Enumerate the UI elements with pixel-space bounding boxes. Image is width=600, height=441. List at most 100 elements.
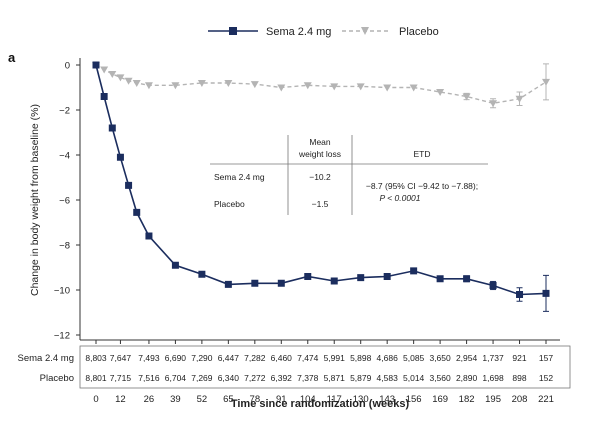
data-point (125, 181, 133, 189)
data-point (436, 275, 444, 283)
at-risk-value: 5,898 (350, 353, 372, 363)
data-point (224, 280, 232, 288)
y-tick-label: −12 (54, 331, 70, 342)
at-risk-value: 5,085 (403, 353, 425, 363)
data-point (171, 82, 180, 90)
at-risk-value: 921 (512, 353, 526, 363)
data-point (250, 81, 259, 89)
inset-row-sema-label: Sema 2.4 mg (214, 172, 265, 182)
data-point (108, 71, 117, 78)
data-point (516, 291, 524, 298)
data-point (330, 277, 338, 285)
legend-sema-marker (229, 27, 237, 35)
y-tick-label: −8 (59, 241, 70, 252)
at-risk-value: 7,282 (244, 353, 266, 363)
at-risk-table-box (79, 345, 571, 389)
data-point (108, 124, 116, 132)
x-tick-label: 104 (300, 394, 316, 405)
data-point (124, 77, 133, 85)
x-tick-label: 221 (538, 394, 554, 405)
data-point (409, 84, 418, 92)
x-tick-label: 26 (144, 394, 155, 405)
y-ticks: 0 −2 −4 −6 −8 −10 −12 (54, 61, 80, 342)
data-point (489, 282, 497, 289)
data-point (357, 274, 365, 282)
y-axis-label: Change in body weight from baseline (%) (29, 104, 41, 296)
inset-etd-line2: P < 0.0001 (379, 193, 420, 203)
at-risk-values: 8,803 7,647 7,493 6,690 7,290 6,447 7,282 6,460… (85, 353, 553, 383)
inset-row-sema-mean: −10.2 (309, 172, 331, 182)
y-tick-label: 0 (65, 61, 70, 72)
x-tick-label: 143 (379, 394, 395, 405)
at-risk-value: 7,474 (297, 353, 319, 363)
legend-placebo-label: Placebo (399, 26, 439, 38)
at-risk-value: 1,737 (482, 353, 504, 363)
data-point (251, 279, 259, 287)
x-tick-label: 156 (406, 394, 422, 405)
series-line (95, 64, 547, 296)
data-point (171, 261, 179, 269)
x-tick-label: 39 (170, 394, 181, 405)
inset-col-etd: ETD (414, 149, 431, 159)
data-point (277, 84, 286, 92)
data-point (542, 289, 550, 297)
inset-table: Mean weight loss ETD Sema 2.4 mg −10.2 P… (210, 135, 488, 215)
x-tick-label: 117 (327, 394, 342, 405)
data-point (356, 83, 365, 91)
at-risk-value: 7,715 (110, 373, 132, 383)
at-risk-value: 3,650 (429, 353, 451, 363)
at-risk-value: 5,871 (324, 373, 346, 383)
y-tick-label: −6 (59, 196, 70, 207)
data-point (116, 153, 124, 161)
data-point (489, 100, 498, 108)
data-point (463, 275, 471, 283)
data-point (145, 232, 153, 240)
at-risk-value: 6,460 (271, 353, 293, 363)
placebo-series (92, 62, 550, 109)
inset-row-placebo-mean: −1.5 (312, 199, 329, 209)
at-risk-value: 6,704 (165, 373, 187, 383)
data-point (198, 270, 206, 278)
legend: Sema 2.4 mg Placebo (208, 26, 439, 38)
x-tick-label: 195 (485, 394, 501, 405)
at-risk-value: 4,686 (377, 353, 399, 363)
data-point (383, 84, 392, 92)
x-tick-label: 169 (432, 394, 448, 405)
series-line (95, 64, 547, 105)
at-risk-value: 8,803 (85, 353, 107, 363)
data-point (100, 93, 108, 100)
x-tick-label: 52 (197, 394, 208, 405)
at-risk-value: 1,698 (482, 373, 504, 383)
at-risk-value: 157 (539, 353, 553, 363)
at-risk-value: 6,447 (218, 353, 240, 363)
data-point (304, 273, 312, 280)
data-point (462, 93, 471, 101)
sema-series (92, 61, 550, 312)
data-point (277, 279, 285, 287)
at-risk-value: 5,991 (324, 353, 346, 363)
x-tick-label: 12 (115, 394, 126, 405)
data-point (436, 89, 445, 96)
data-point (100, 66, 109, 74)
at-risk-label-placebo: Placebo (40, 373, 74, 384)
x-tick-label: 91 (276, 394, 287, 405)
legend-placebo-marker (361, 27, 369, 35)
inset-col-mean-line2: weight loss (298, 149, 341, 159)
x-tick-label: 182 (459, 394, 475, 405)
data-point (383, 273, 391, 280)
data-point (132, 80, 141, 87)
x-tick-label: 0 (93, 394, 98, 405)
at-risk-value: 6,392 (271, 373, 293, 383)
data-point (197, 80, 206, 87)
inset-etd-line1: −8.7 (95% CI −9.42 to −7.88); (366, 181, 478, 191)
data-point (303, 82, 312, 90)
at-risk-value: 6,690 (165, 353, 187, 363)
at-risk-value: 152 (539, 373, 553, 383)
data-point (410, 267, 418, 275)
data-point (224, 80, 233, 87)
inset-col-mean-line1: Mean (309, 137, 331, 147)
x-tick-label: 130 (353, 394, 369, 405)
at-risk-value: 5,014 (403, 373, 425, 383)
